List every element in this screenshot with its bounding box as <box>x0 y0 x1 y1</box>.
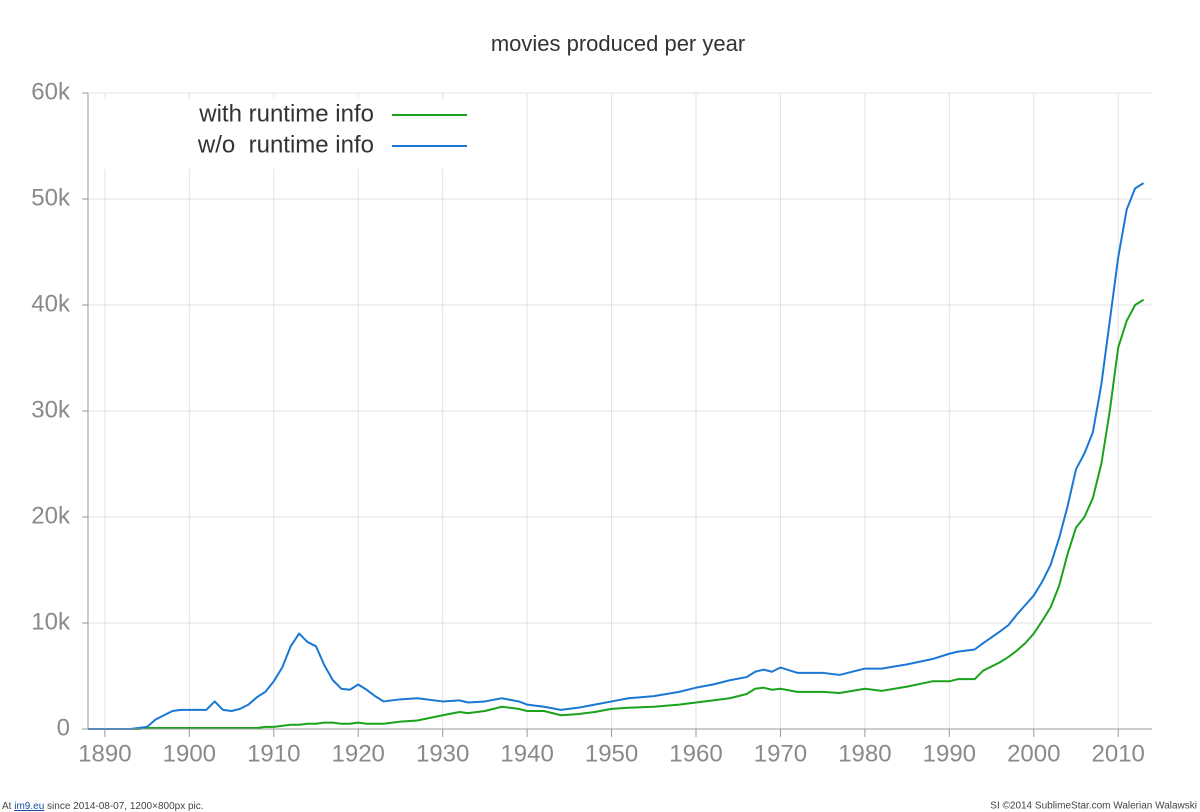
y-tick-label: 10k <box>31 608 71 635</box>
legend-label: w/o runtime info <box>197 131 374 158</box>
x-tick-label: 1970 <box>754 740 807 767</box>
legend-label: with runtime info <box>198 100 374 127</box>
x-tick-label: 1950 <box>585 740 638 767</box>
x-tick-label: 1890 <box>78 740 131 767</box>
footer-right: SI ©2014 SublimeStar.com Walerian Walaws… <box>990 801 1197 812</box>
axes: 0 10k 20k 30k 40k 50k 60k 1890 1900 1910 1920 1930 1… <box>31 78 1152 767</box>
x-tick-label: 1960 <box>669 740 722 767</box>
x-tick-label: 1990 <box>923 740 976 767</box>
series-line <box>88 298 1145 730</box>
series-line <box>88 182 1145 730</box>
y-tick-label: 40k <box>31 290 71 317</box>
legend-box <box>90 99 480 169</box>
y-tick-label: 0 <box>57 714 70 741</box>
x-tick-label: 1940 <box>500 740 553 767</box>
x-tick-label: 1980 <box>838 740 891 767</box>
chart-title: movies produced per year <box>491 31 745 56</box>
y-tick-label: 60k <box>31 78 71 105</box>
y-tick-label: 50k <box>31 184 71 211</box>
footer-link[interactable]: im9.eu <box>14 801 44 812</box>
x-tick-label: 1920 <box>332 740 385 767</box>
x-tick-label: 1910 <box>247 740 300 767</box>
x-tick-label: 2000 <box>1007 740 1060 767</box>
x-tick-label: 1930 <box>416 740 469 767</box>
x-tick-label: 2010 <box>1092 740 1145 767</box>
footer-suffix: since 2014-08-07, 1200×800px pic. <box>47 801 204 812</box>
legend: with runtime info w/o runtime info <box>90 99 480 169</box>
y-tick-label: 20k <box>31 502 71 529</box>
footer-left: At im9.eu since 2014-08-07, 1200×800px p… <box>2 801 204 812</box>
x-tick-label: 1900 <box>163 740 216 767</box>
footer-prefix: At <box>2 801 12 812</box>
lines <box>88 182 1145 730</box>
grid <box>88 92 1152 730</box>
y-tick-label: 30k <box>31 396 71 423</box>
